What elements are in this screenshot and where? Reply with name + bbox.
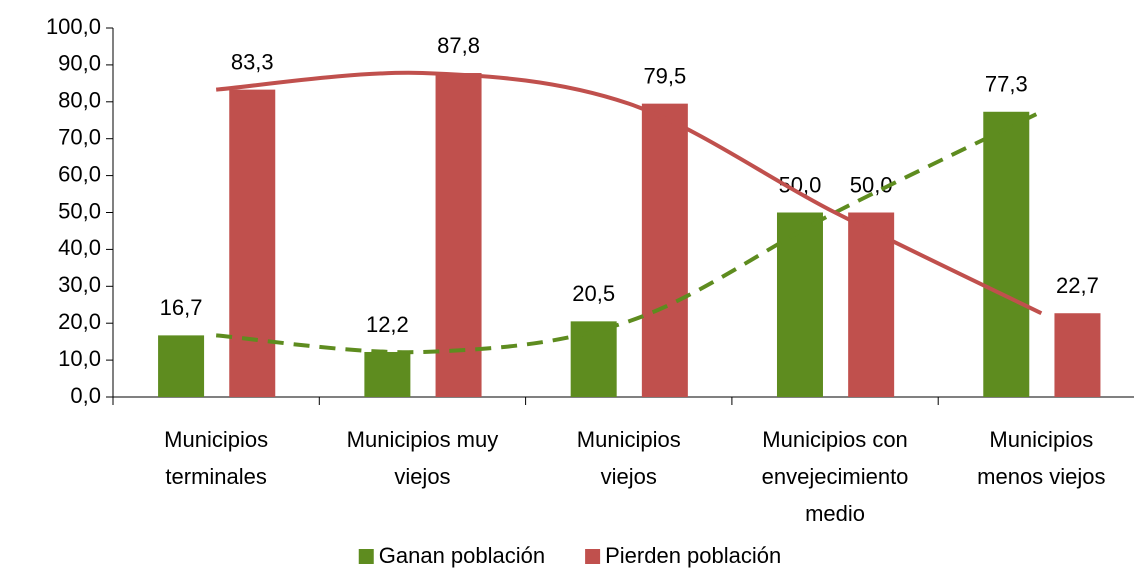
y-tick-label: 70,0: [58, 125, 101, 150]
bar: [364, 351, 411, 397]
data-label: 12,2: [366, 312, 409, 337]
y-tick-label: 30,0: [58, 272, 101, 297]
y-tick-label: 90,0: [58, 51, 101, 76]
data-label: 22,7: [1056, 273, 1099, 298]
legend-swatch: [585, 549, 601, 564]
legend-label: Pierden población: [605, 543, 781, 568]
x-tick-label: Municipios menos viejos: [977, 427, 1105, 489]
legend-swatch: [358, 549, 374, 564]
y-tick-label: 100,0: [46, 14, 101, 39]
bar: [158, 335, 205, 397]
bar: [229, 89, 276, 398]
y-tick-label: 0,0: [70, 383, 101, 408]
y-tick-label: 50,0: [58, 198, 101, 223]
x-tick-label: Municipios muy viejos: [347, 427, 499, 489]
data-label: 77,3: [985, 72, 1028, 97]
bar: [776, 212, 823, 397]
trend-line: [215, 70, 1043, 316]
y-tick-label: 10,0: [58, 346, 101, 371]
data-label: 87,8: [437, 33, 480, 58]
data-label: 20,5: [572, 281, 615, 306]
data-label: 16,7: [160, 295, 203, 320]
y-tick-label: 40,0: [58, 235, 101, 260]
x-tick-label: Municipios viejos: [577, 427, 681, 489]
bar: [1054, 313, 1101, 397]
legend: Ganan población Pierden población: [358, 543, 781, 568]
trend-line: [215, 109, 1043, 355]
bar: [435, 73, 482, 397]
data-label: 83,3: [231, 49, 274, 74]
y-tick-label: 20,0: [58, 309, 101, 334]
bar: [848, 212, 895, 397]
legend-label: Ganan población: [379, 543, 545, 568]
x-tick-label: Municipios terminales: [164, 427, 268, 489]
bar: [983, 111, 1030, 397]
x-tick-label: Municipios con envejecimiento medio: [762, 427, 909, 526]
data-label: 79,5: [643, 63, 686, 88]
y-tick-label: 60,0: [58, 161, 101, 186]
y-tick-label: 80,0: [58, 88, 101, 113]
bar: [641, 103, 688, 398]
